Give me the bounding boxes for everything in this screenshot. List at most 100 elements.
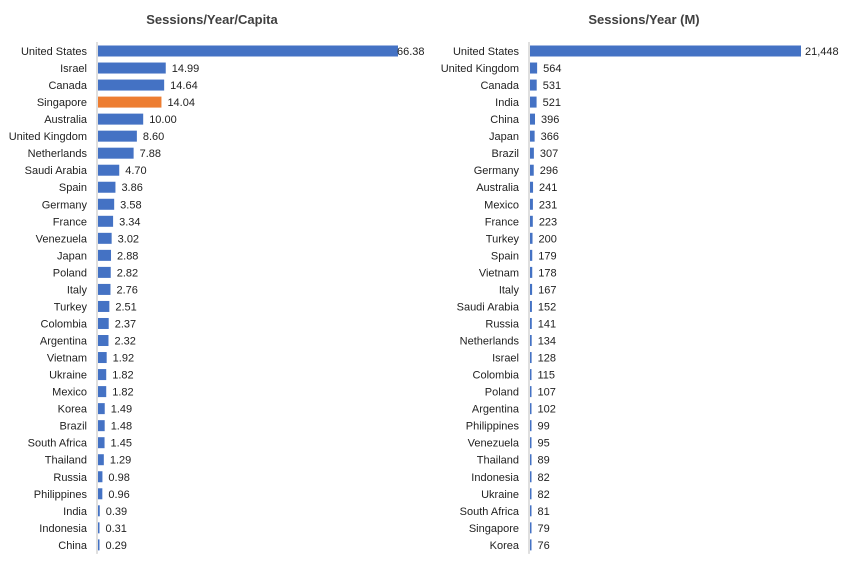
bar <box>530 403 532 415</box>
bar <box>530 386 532 398</box>
category-label: Russia <box>53 472 88 484</box>
bar <box>98 130 137 142</box>
data-label: 102 <box>538 404 556 416</box>
category-label: Colombia <box>41 318 88 330</box>
data-label: 14.64 <box>170 80 198 92</box>
data-label: 134 <box>538 336 556 348</box>
category-label: United States <box>21 46 88 58</box>
bar <box>530 181 534 193</box>
data-label: 0.31 <box>106 523 127 535</box>
bar <box>98 215 114 227</box>
data-label: 14.99 <box>172 63 200 75</box>
bar <box>98 488 103 500</box>
bar <box>530 283 533 295</box>
bar <box>98 232 112 244</box>
data-label: 1.48 <box>111 421 132 433</box>
data-label: 307 <box>540 148 558 160</box>
category-label: Korea <box>58 404 88 416</box>
category-label: France <box>485 216 519 228</box>
bar <box>98 164 120 176</box>
bar <box>98 45 398 57</box>
category-label: Venezuela <box>468 438 520 450</box>
data-label: 3.02 <box>118 233 139 245</box>
category-label: United Kingdom <box>9 131 87 143</box>
bar <box>98 249 112 261</box>
bar <box>98 437 105 449</box>
data-label: 89 <box>538 455 550 467</box>
data-label: 1.45 <box>111 438 132 450</box>
bar <box>98 420 105 432</box>
category-label: Korea <box>490 540 520 552</box>
category-label: Mexico <box>52 387 87 399</box>
data-label: 107 <box>538 387 556 399</box>
data-label: 231 <box>539 199 557 211</box>
data-label: 2.82 <box>117 267 138 279</box>
bar <box>530 79 537 91</box>
chart-2: Sessions/Year (M) United States 21,448 Unit… <box>441 12 839 554</box>
data-label: 366 <box>541 131 559 143</box>
category-label: Israel <box>492 353 519 365</box>
bar <box>98 386 107 398</box>
data-label: 531 <box>543 80 561 92</box>
chart-title: Sessions/Year/Capita <box>146 12 278 27</box>
data-label: 66.38 <box>397 46 425 58</box>
bar <box>98 369 107 381</box>
bar <box>530 215 533 227</box>
bar <box>530 539 532 551</box>
category-label: Japan <box>57 250 87 262</box>
category-label: Canada <box>480 80 519 92</box>
category-label: Philippines <box>34 489 88 501</box>
data-label: 8.60 <box>143 131 164 143</box>
bar <box>530 249 533 261</box>
bar-highlighted <box>98 96 162 108</box>
bar <box>530 335 532 347</box>
bar <box>530 488 532 500</box>
data-label: 1.29 <box>110 455 131 467</box>
bar <box>530 232 533 244</box>
data-label: 3.58 <box>120 199 141 211</box>
category-label: Singapore <box>469 523 519 535</box>
data-label: 200 <box>539 233 557 245</box>
category-label: Ukraine <box>481 489 519 501</box>
bar <box>530 317 532 329</box>
data-label: 178 <box>538 267 556 279</box>
category-label: Thailand <box>45 455 87 467</box>
bar <box>98 352 107 364</box>
bar <box>98 454 104 466</box>
category-label: Colombia <box>473 370 520 382</box>
category-label: China <box>490 114 520 126</box>
category-label: Turkey <box>54 301 88 313</box>
bar <box>530 96 537 108</box>
category-label: Germany <box>474 165 520 177</box>
category-label: Indonesia <box>471 472 520 484</box>
data-label: 141 <box>538 318 556 330</box>
bar <box>530 352 532 364</box>
bar <box>530 420 532 432</box>
data-label: 396 <box>541 114 559 126</box>
bar <box>530 266 533 278</box>
category-label: Turkey <box>486 233 520 245</box>
data-label: 82 <box>538 472 550 484</box>
data-label: 241 <box>539 182 557 194</box>
bar <box>98 62 166 74</box>
data-label: 10.00 <box>149 114 177 126</box>
bar <box>98 403 105 415</box>
data-label: 152 <box>538 301 556 313</box>
category-label: Netherlands <box>460 336 520 348</box>
category-label: Spain <box>491 250 519 262</box>
data-label: 79 <box>538 523 550 535</box>
bar <box>98 335 109 347</box>
data-label: 167 <box>538 284 556 296</box>
category-label: Spain <box>59 182 87 194</box>
bar <box>530 300 532 312</box>
bar <box>98 266 111 278</box>
category-label: Saudi Arabia <box>25 165 88 177</box>
bar <box>530 505 532 517</box>
data-label: 179 <box>538 250 556 262</box>
category-label: Australia <box>476 182 520 194</box>
category-label: South Africa <box>460 506 520 518</box>
bar <box>530 164 534 176</box>
category-label: United Kingdom <box>441 63 519 75</box>
data-label: 4.70 <box>125 165 146 177</box>
category-label: India <box>495 97 520 109</box>
